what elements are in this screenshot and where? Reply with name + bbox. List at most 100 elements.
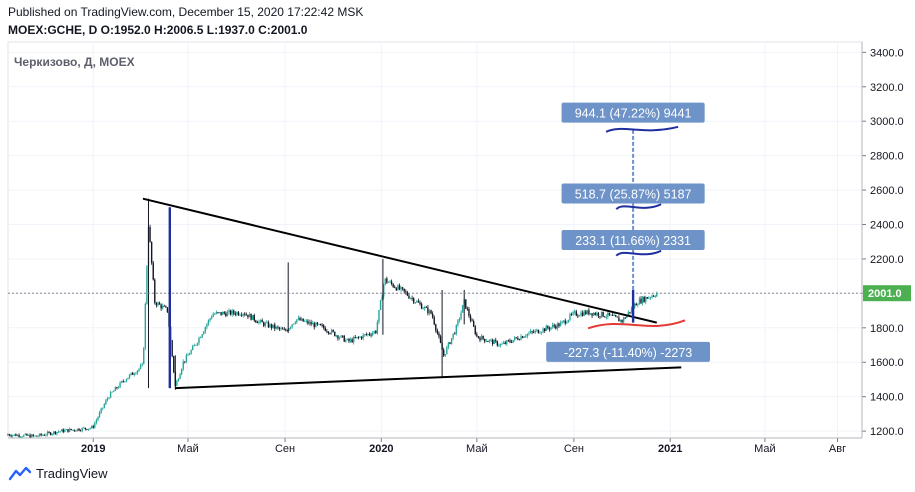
candle-body [136,370,139,374]
candle-body [81,427,83,431]
candle-body [220,312,222,315]
candle-body [10,435,12,437]
candle-body [199,337,202,339]
candle-body [615,315,617,317]
candle-body [622,317,625,323]
candle-body [138,368,140,371]
candle-body [185,355,188,362]
candle-body [278,327,281,329]
candle-body [124,381,126,383]
candle-body [495,339,497,342]
candle-body [12,435,14,437]
candle-body [605,316,607,318]
candle-body [558,323,560,327]
candle-body [446,347,448,355]
candle-body [406,292,409,296]
red-support-mark [587,319,686,330]
candle-body [526,333,529,337]
candle-body [291,324,293,328]
candle-body [635,303,637,306]
candle-body [600,311,603,317]
candle-body [198,337,200,344]
candle-body [111,391,113,393]
candle-body [362,334,364,339]
candle-body [387,282,390,284]
candle-body [247,314,249,318]
candle-body [288,328,290,331]
drawings[interactable] [8,125,862,390]
candle-body [305,320,308,322]
candle-body [116,387,118,389]
candle-body [297,317,300,320]
annotation-label: 944.1 (47.22%) 9441 [575,107,692,121]
candle-body [521,336,524,338]
candle-body [73,429,75,431]
candle-body [454,333,456,335]
candle-body [8,434,11,436]
candle-body [330,330,333,334]
candle-body [444,354,446,356]
candle-body [390,281,393,284]
candle-body [212,314,214,317]
candle-body [311,323,314,325]
candle-body [293,323,295,325]
candle-body [409,298,412,299]
candle-body [651,295,653,298]
candle-body [490,339,492,341]
candle-body [244,313,246,315]
candle-body [127,377,129,380]
candle-body [316,322,319,325]
candle-body [431,313,434,318]
x-tick-label: 2019 [81,443,105,455]
candle-body [323,325,325,328]
candle-body [561,321,563,323]
candle-body [338,337,341,339]
candle-body [523,336,525,338]
candle-body [171,340,173,357]
candle-body [51,433,53,435]
candle-body [83,427,85,429]
candle-body [476,334,478,337]
candle-body [154,279,156,303]
candle-body [253,315,255,321]
candle-body [263,322,265,326]
candle-body [173,356,175,373]
axes: 1200.01400.01600.01800.02000.02200.02400… [8,42,911,455]
candle-body [370,334,372,336]
candle-body [452,333,454,339]
trend-line-upper [142,197,658,324]
candle-body [92,426,94,428]
candle-body [485,341,488,342]
x-tick-label: 2020 [369,443,393,455]
candle-body [357,336,360,338]
tradingview-logo-icon [8,466,32,481]
candle-body [442,349,445,356]
candle-body [551,325,554,328]
candle-body [531,331,533,333]
candle-body [340,335,342,338]
candle-body [128,374,131,378]
candle-body [304,321,306,322]
candle-body [401,287,404,289]
candle-body [506,340,508,344]
candle-body [479,337,481,341]
candle-body [616,316,619,318]
candle-body [299,317,301,321]
candle-body [589,313,592,315]
candle-body [512,339,514,343]
candle-body [656,293,658,297]
candle-body [106,398,109,401]
candle-body [165,306,167,308]
candle-body [135,373,137,375]
candle-body [460,312,462,319]
candle-body [281,328,284,330]
candle-body [539,332,541,334]
annotation-labels[interactable]: 944.1 (47.22%) 9441 518.7 (25.87%) 5187 23… [546,102,711,362]
tradingview-brand[interactable]: TradingView [8,465,108,481]
candle-body [438,333,440,337]
candle-body [502,342,505,344]
candle-body [237,312,240,315]
candle-body [528,333,530,334]
annotation-label: -227.3 (-11.40%) -2273 [564,346,692,360]
